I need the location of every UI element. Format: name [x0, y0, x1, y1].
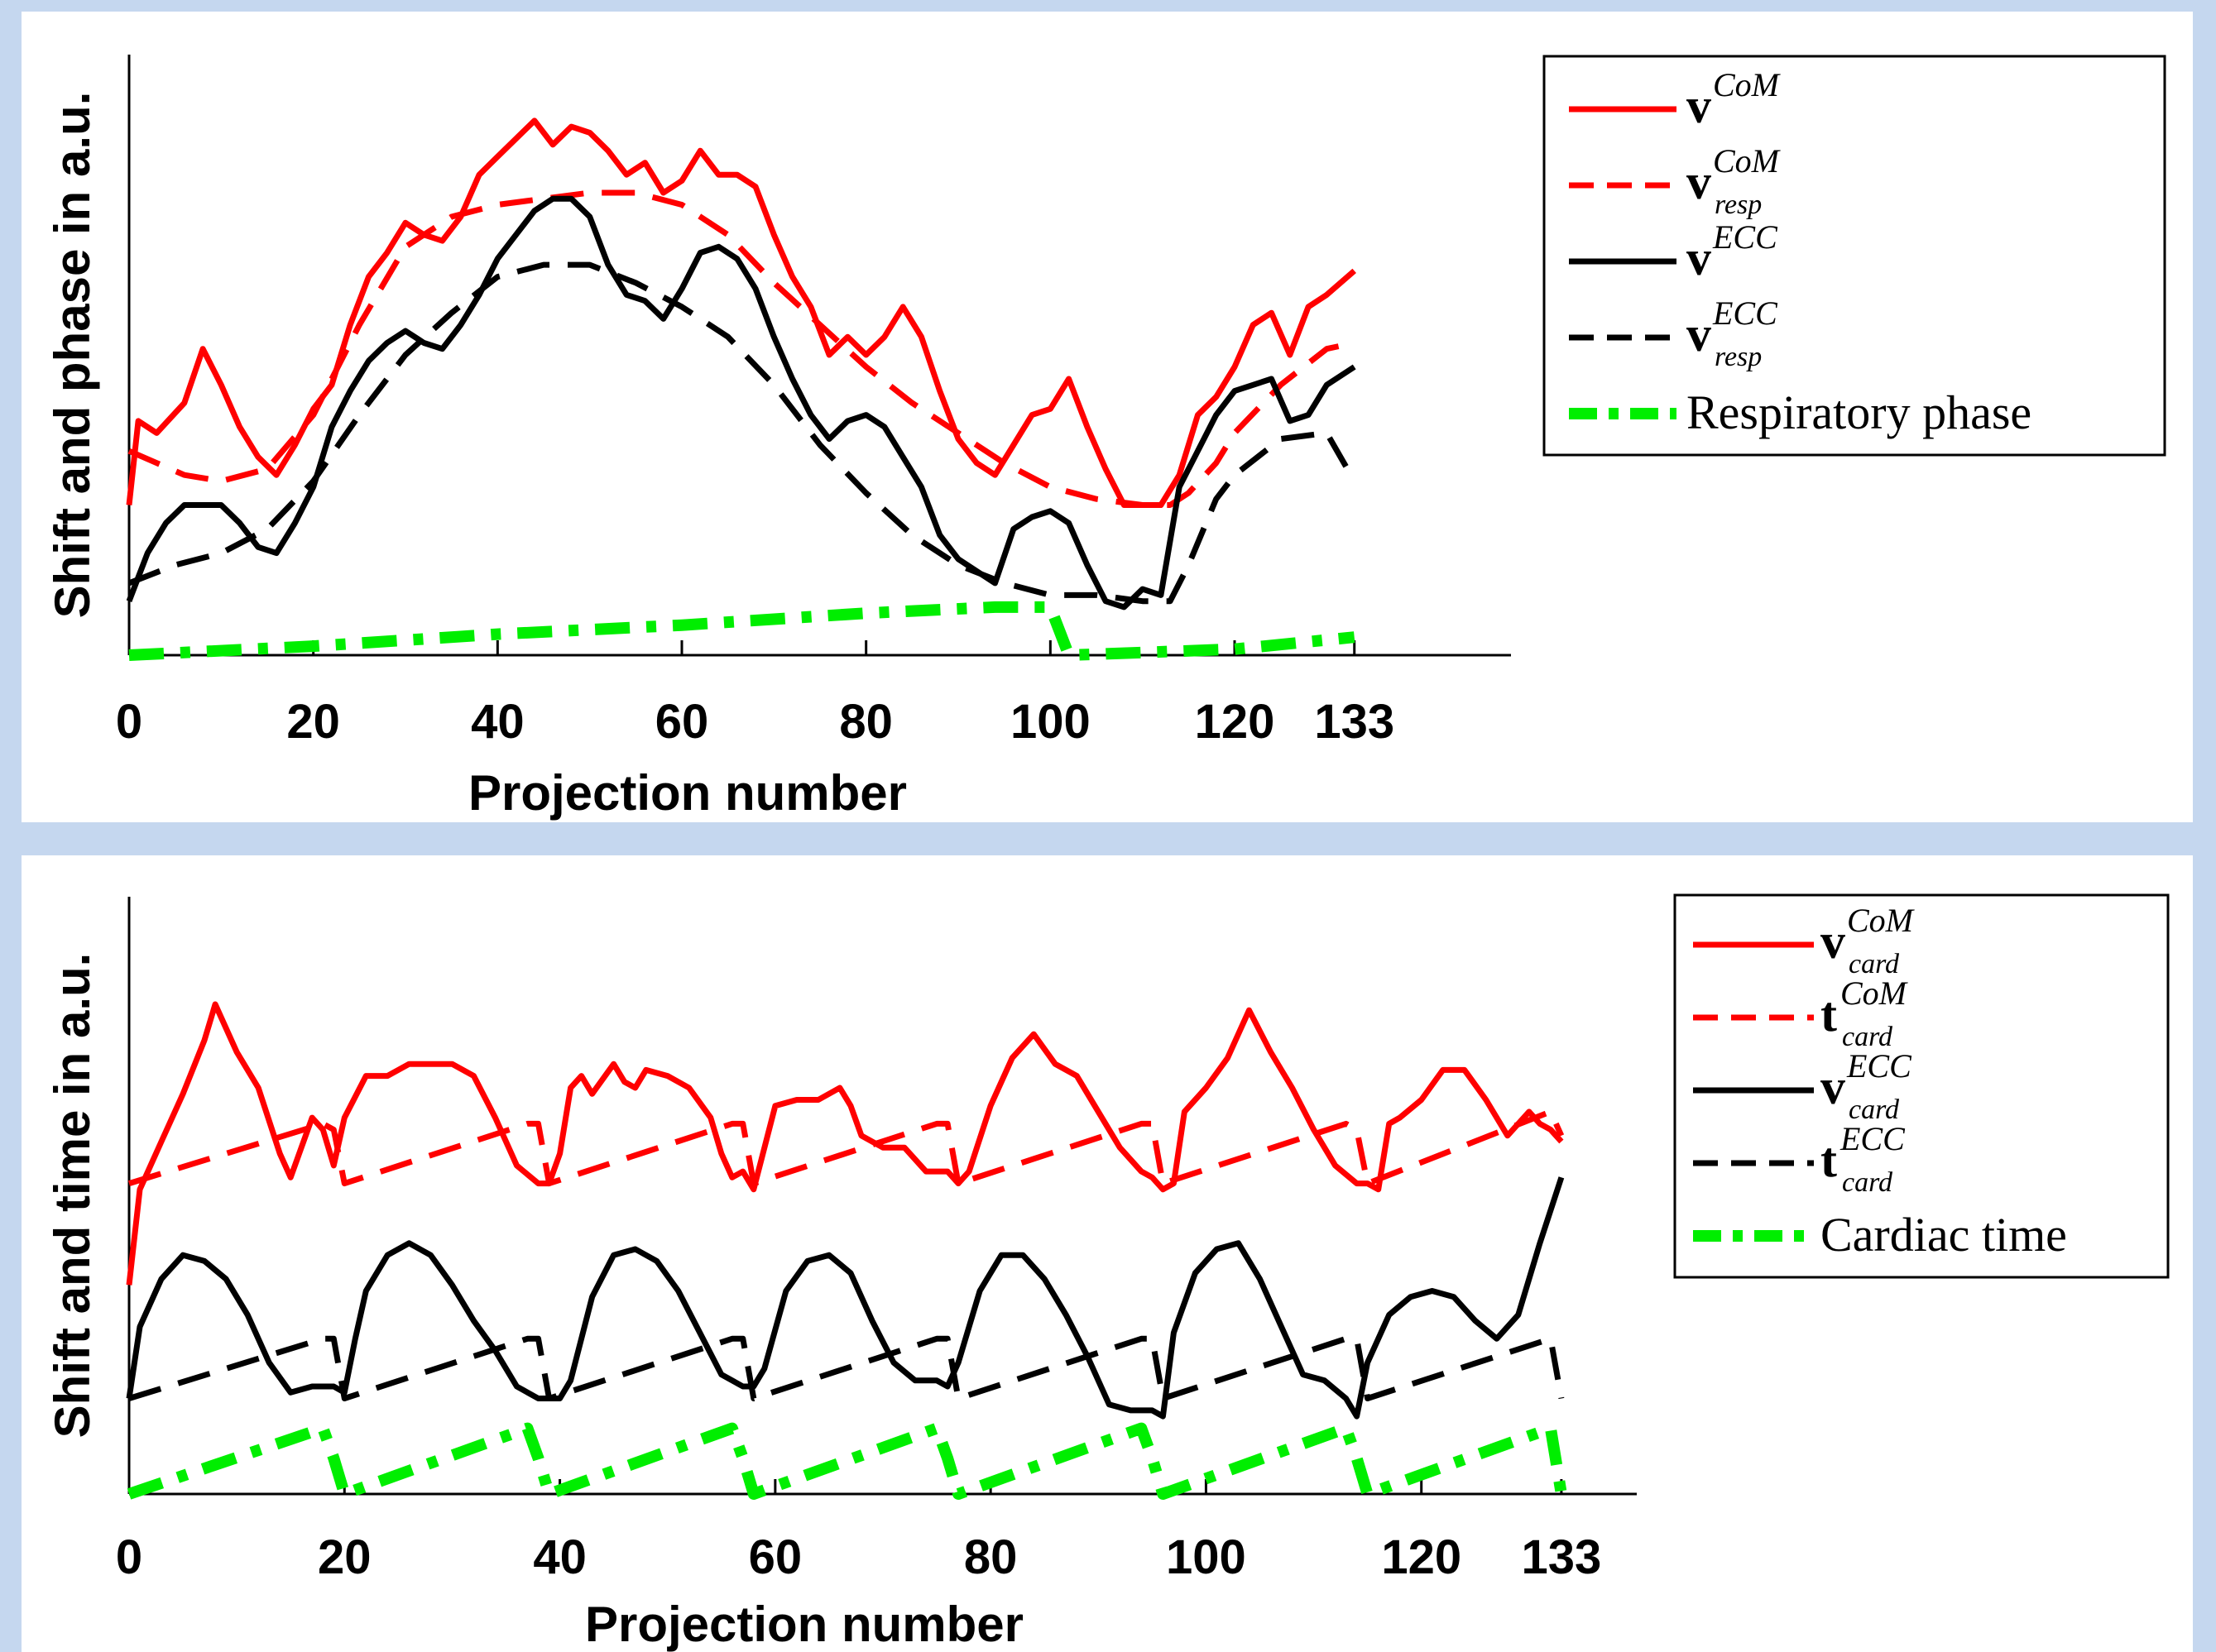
series-line-1	[127, 189, 1355, 508]
legend-superscript: CoM	[1847, 902, 1916, 939]
legend-label: v	[1686, 307, 1711, 362]
legend-superscript: ECC	[1846, 1047, 1912, 1085]
legend-label: t	[1820, 1132, 1837, 1187]
series-line-0	[126, 1001, 1564, 1286]
legend-superscript: ECC	[1712, 294, 1778, 332]
series-line-2	[126, 195, 1356, 611]
y-axis-label: Shift and time in a.u.	[45, 953, 100, 1439]
x-tick-label: 80	[839, 695, 893, 749]
legend-subscript: resp	[1715, 189, 1762, 220]
x-tick-label: 100	[1010, 695, 1091, 749]
x-tick-label: 60	[655, 695, 709, 749]
legend-subscript: resp	[1715, 342, 1762, 372]
x-axis-label: Projection number	[468, 765, 907, 821]
legend-label: v	[1686, 155, 1711, 209]
legend-superscript: CoM	[1713, 142, 1782, 180]
x-tick-label: 40	[533, 1530, 587, 1584]
legend-label: v	[1686, 79, 1711, 133]
series-line-0	[126, 117, 1356, 508]
x-tick-label: 60	[749, 1530, 803, 1584]
legend-subscript: card	[1849, 1094, 1900, 1125]
x-tick-label: 120	[1381, 1530, 1461, 1584]
series-line-3	[127, 261, 1357, 605]
chart-bottom: 0 20 40 60 80 100 120 133 Projection number Shift…	[45, 893, 2170, 1652]
x-tick-label: 120	[1195, 695, 1275, 749]
legend-subscript: card	[1842, 1167, 1893, 1198]
x-tick-label: 20	[286, 695, 340, 749]
y-axis-label: Shift and phase in a.u.	[45, 92, 100, 619]
legend-label: Cardiac time	[1820, 1208, 2067, 1262]
legend-superscript: CoM	[1713, 66, 1782, 103]
x-tick-label: 133	[1314, 695, 1394, 749]
x-tick-label: 20	[318, 1530, 372, 1584]
x-tick-label: 100	[1166, 1530, 1246, 1584]
legend-label: v	[1820, 914, 1845, 969]
x-axis-label: Projection number	[585, 1597, 1024, 1652]
legend-superscript: CoM	[1840, 974, 1909, 1012]
legend-subscript: card	[1849, 949, 1900, 979]
legend-label: t	[1820, 987, 1837, 1041]
x-tick-label: 0	[116, 1530, 142, 1584]
legend-label: v	[1820, 1060, 1845, 1114]
x-tick-label: 40	[471, 695, 525, 749]
series-line-1	[127, 1109, 1565, 1187]
legend-superscript: ECC	[1839, 1120, 1906, 1157]
series-line-3	[127, 1335, 1565, 1401]
legend-label: v	[1686, 231, 1711, 285]
legend-subscript: card	[1842, 1022, 1893, 1052]
chart-top: 0 20 40 60 80 100 120 133 Projection number Shift…	[45, 55, 2166, 821]
x-tick-label: 0	[116, 695, 142, 749]
chart-panel-top: 0 20 40 60 80 100 120 133 Projection number Shift…	[22, 12, 2193, 822]
series-line-2	[126, 1176, 1565, 1420]
series-line-4	[127, 1422, 1567, 1500]
legend-label: Respiratory phase	[1686, 385, 2031, 439]
x-tick-label: 80	[964, 1530, 1018, 1584]
legend-superscript: ECC	[1712, 218, 1778, 256]
chart-panel-bottom: 0 20 40 60 80 100 120 133 Projection number Shift…	[22, 855, 2193, 1652]
legend-box	[1673, 893, 2170, 1279]
series-line-4	[128, 601, 1355, 661]
legend-box	[1542, 55, 2166, 457]
x-tick-label: 133	[1522, 1530, 1602, 1584]
